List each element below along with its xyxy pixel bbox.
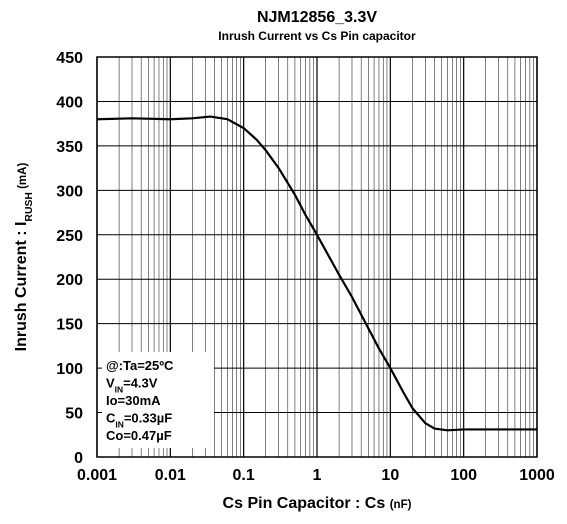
y-tick-label: 450 <box>56 50 83 67</box>
x-tick-label: 100 <box>450 467 477 484</box>
text-segment: RUSH <box>24 192 35 221</box>
data-line <box>96 115 537 432</box>
text-segment: Cs Pin Capacitor : Cs <box>223 495 390 512</box>
y-tick-label: 100 <box>56 361 83 378</box>
chart-subtitle: Inrush Current vs Cs Pin capacitor <box>218 29 416 43</box>
text-segment: =4.3V <box>123 376 158 391</box>
x-tick-label: 0.01 <box>155 467 186 484</box>
x-tick-label: 0.1 <box>233 467 255 484</box>
y-tick-label: 0 <box>74 450 83 467</box>
y-tick-label: 50 <box>65 406 83 423</box>
annotation-line: CIN=0.33µF <box>106 411 172 430</box>
text-segment: Io=30mA <box>106 393 161 408</box>
text-segment: V <box>106 376 115 391</box>
x-tick-label: 1 <box>313 467 322 484</box>
text-segment: IN <box>115 420 123 430</box>
y-axis-label: Inrush Current : IRUSH (mA) <box>13 163 35 352</box>
text-segment: IN <box>115 385 123 395</box>
plot-frame <box>96 56 538 458</box>
annotation-box <box>102 352 214 448</box>
y-tick-label: 250 <box>56 228 83 245</box>
text-segment: Co=0.47µF <box>106 428 172 443</box>
text-segment: Inrush Current : I <box>13 222 30 352</box>
text-segment: C <box>106 411 116 426</box>
chart-title: NJM12856_3.3V <box>257 9 377 26</box>
x-tick-label: 0.001 <box>77 467 117 484</box>
y-tick-label: 400 <box>56 94 83 111</box>
annotation-line: VIN=4.3V <box>106 376 158 395</box>
y-tick-label: 350 <box>56 139 83 156</box>
x-tick-label: 10 <box>381 467 399 484</box>
y-tick-label: 300 <box>56 183 83 200</box>
x-axis-label: Cs Pin Capacitor : Cs (nF) <box>223 495 412 512</box>
annotation-line: @:Ta=25ºC <box>106 358 174 373</box>
text-segment: (mA) <box>17 163 29 193</box>
y-tick-label: 200 <box>56 272 83 289</box>
annotation-line: Io=30mA <box>106 393 161 408</box>
x-tick-label: 1000 <box>519 467 555 484</box>
text-segment: =0.33µF <box>124 411 172 426</box>
text-segment: @:Ta=25ºC <box>106 358 174 373</box>
y-tick-label: 150 <box>56 317 83 334</box>
text-segment: (nF) <box>390 499 412 511</box>
annotation-line: Co=0.47µF <box>106 428 172 443</box>
